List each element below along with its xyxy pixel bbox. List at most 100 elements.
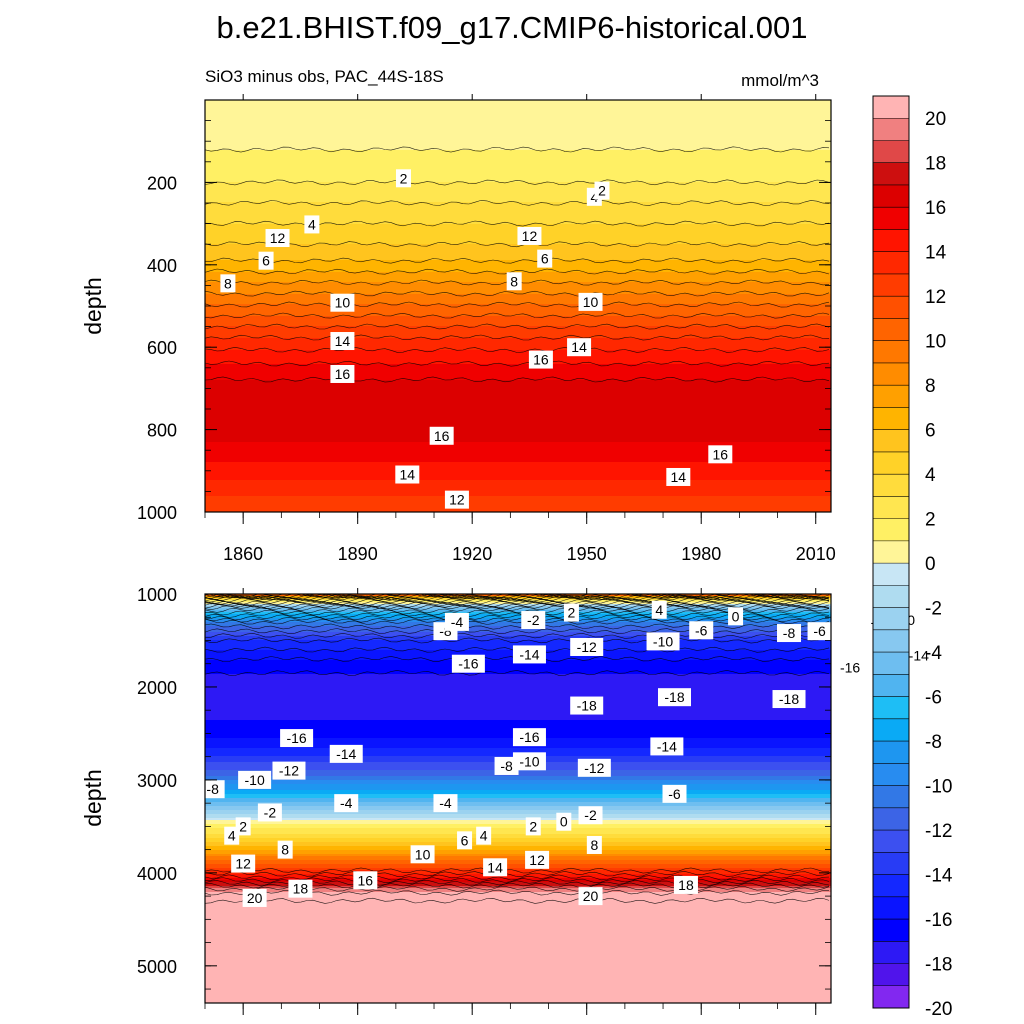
contour-band-strip [205, 408, 831, 411]
contour-band-strip [205, 696, 831, 699]
upper-y-axis-label: depth [80, 277, 106, 335]
contour-band-strip [205, 334, 831, 337]
contour-band-strip [205, 376, 831, 379]
contour-band-strip [205, 972, 831, 975]
contour-band-strip [205, 418, 831, 421]
contour-label-bg [512, 728, 546, 747]
contour-band-strip [205, 846, 831, 849]
contour-label: 14 [400, 467, 416, 483]
contour-band-strip [205, 998, 831, 1001]
contour-band-strip [205, 130, 831, 133]
y-tick-label: 800 [147, 421, 177, 441]
contour-band-strip [205, 946, 831, 949]
contour-band-strip [205, 786, 831, 789]
contour-band-strip [205, 106, 831, 109]
contour-label: -14 [909, 647, 929, 663]
contour-line [205, 257, 830, 264]
contour-band-strip [205, 488, 831, 491]
contour-label: 0 [907, 612, 915, 628]
colorbar-segment [873, 385, 909, 408]
contour-line [205, 616, 830, 623]
contour-label-bg [280, 729, 314, 748]
contour-band-strip [205, 496, 831, 499]
contour-band-strip [205, 486, 831, 489]
contour-band-strip [205, 912, 831, 915]
contour-band-strip [205, 680, 831, 683]
contour-band-strip [205, 414, 831, 417]
contour-band-strip [205, 800, 831, 803]
contour-label-bg [708, 445, 733, 464]
contour-label: 16 [358, 872, 374, 888]
contour-label-bg [444, 490, 469, 509]
contour-label-bg [410, 845, 435, 864]
contour-label: -8 [783, 625, 796, 641]
contour-band-strip [205, 838, 831, 841]
contour-band-strip [205, 870, 831, 873]
contour-band-strip [205, 726, 831, 729]
contour-band-strip [205, 200, 831, 203]
contour-band-strip [205, 162, 831, 165]
contour-band-strip [205, 432, 831, 435]
contour-band-strip [205, 360, 831, 363]
contour-band-strip [205, 292, 831, 295]
contour-band-strip [205, 900, 831, 903]
contour-band-strip [205, 616, 831, 619]
contour-band-strip [205, 722, 831, 725]
contour-band-strip [205, 206, 831, 209]
contour-band-strip [205, 332, 831, 335]
contour-band-strip [205, 634, 831, 637]
contour-band-strip [205, 434, 831, 437]
contour-label: -2 [584, 807, 597, 823]
contour-label-bg [570, 637, 604, 656]
colorbar-tick-label: 2 [925, 510, 936, 531]
contour-band-strip [205, 142, 831, 145]
contour-band-strip [205, 926, 831, 929]
colorbar-segment [873, 607, 909, 631]
contour-line [205, 323, 830, 330]
contour-band-strip [205, 708, 831, 711]
contour-band-strip [205, 630, 831, 633]
contour-band-strip [205, 874, 831, 877]
contour-band-strip [205, 1000, 831, 1003]
contour-label-bg [728, 607, 744, 626]
contour-band-strip [205, 932, 831, 935]
colorbar-tick-label: 12 [925, 287, 946, 308]
contour-label-bg [578, 292, 603, 311]
contour-label-bg [567, 338, 592, 357]
colorbar-tick-label: -10 [925, 777, 952, 798]
contour-label-bg [658, 688, 691, 707]
x-tick-label: 1890 [338, 544, 378, 564]
colorbar-segment [873, 451, 909, 475]
contour-band-strip [205, 300, 831, 303]
colorbar-segment [873, 963, 909, 987]
contour-band-strip [205, 390, 831, 393]
contour-label-bg [395, 465, 420, 484]
contour-band-strip [205, 444, 831, 447]
colorbar-tick-label: 18 [925, 154, 946, 175]
contour-band-strip [205, 416, 831, 419]
contour-band-strip [205, 624, 831, 627]
colorbar-segment [873, 318, 909, 342]
contour-band-strip [205, 816, 831, 819]
colorbar-tick-label: 20 [925, 109, 946, 130]
colorbar-segment [873, 830, 909, 853]
contour-band-strip [205, 340, 831, 343]
contour-band-strip [205, 886, 831, 889]
contour-band-strip [205, 792, 831, 795]
contour-band-strip [205, 384, 831, 387]
contour-band-strip [205, 510, 831, 512]
contour-label-bg [265, 229, 290, 248]
contour-label: -10 [245, 772, 265, 788]
contour-label-bg [220, 274, 236, 293]
contour-band-strip [205, 776, 831, 779]
contour-band-strip [205, 188, 831, 191]
contour-band-strip [205, 474, 831, 477]
contour-band-strip [205, 996, 831, 999]
contour-label: -2 [527, 612, 540, 628]
contour-band-strip [205, 508, 831, 511]
contour-band-strip [205, 506, 831, 509]
contour-band-strip [205, 482, 831, 485]
contour-label: -16 [519, 729, 539, 745]
